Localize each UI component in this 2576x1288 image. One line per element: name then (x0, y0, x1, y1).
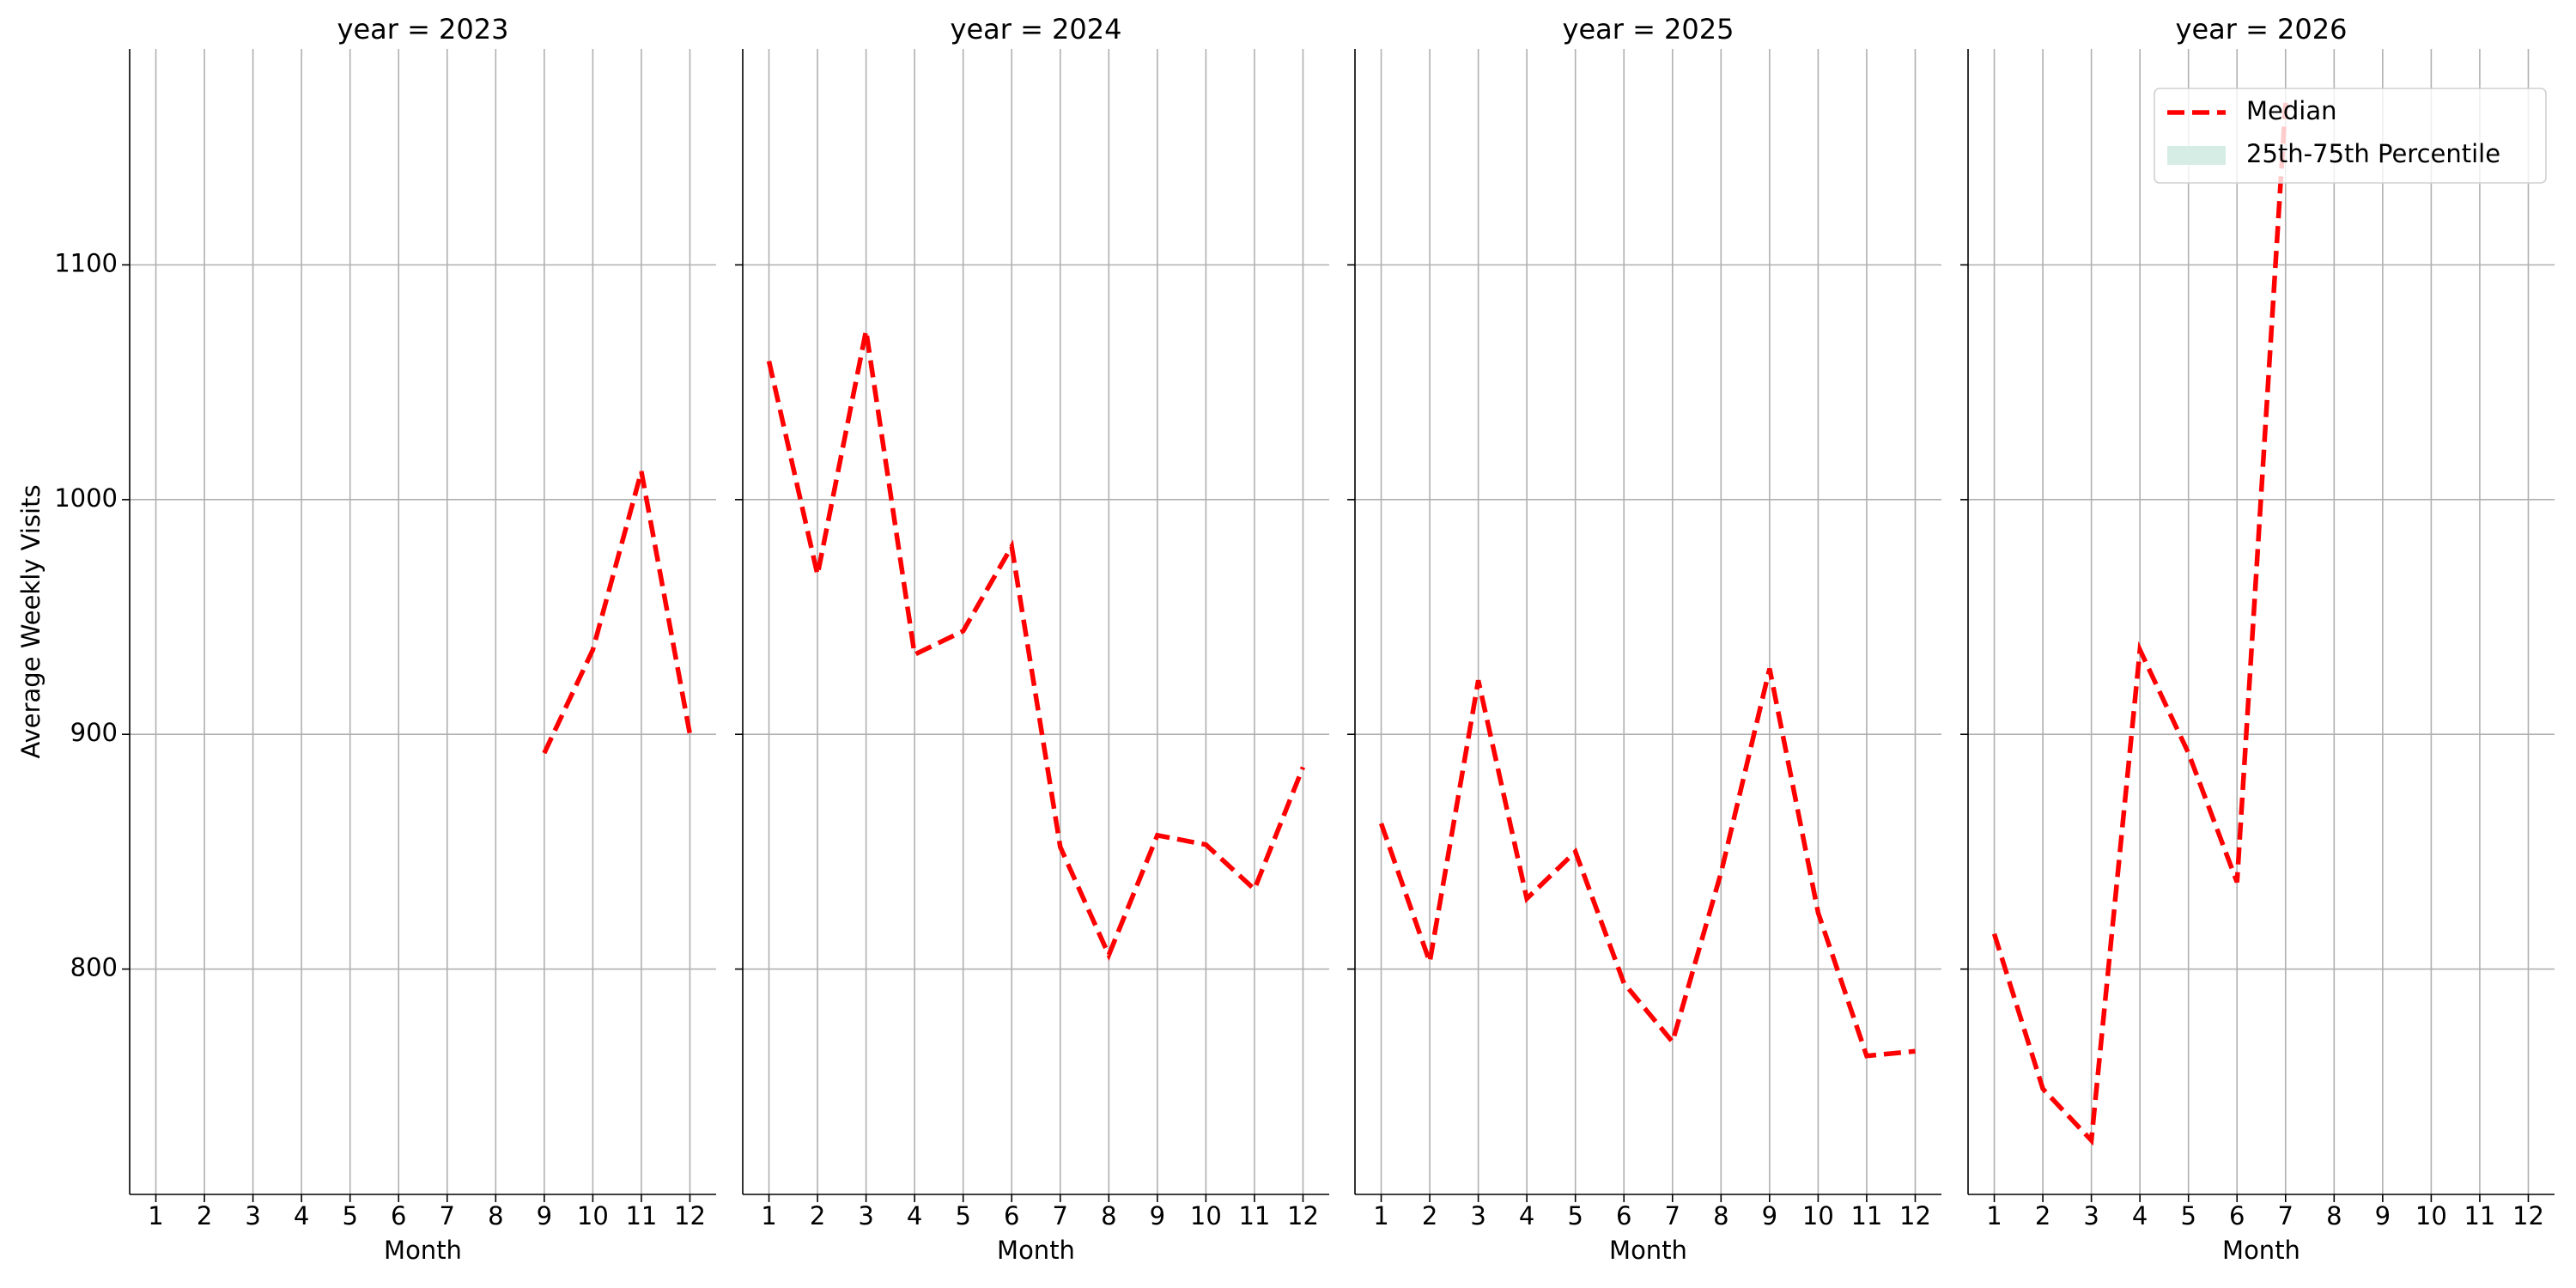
x-tick-label: 12 (674, 1201, 706, 1230)
x-tick-label: 2 (197, 1201, 212, 1230)
x-tick-label: 2 (2035, 1201, 2050, 1230)
x-tick-label: 2 (1422, 1201, 1437, 1230)
legend-label: Median (2246, 96, 2336, 125)
x-tick-label: 10 (577, 1201, 609, 1230)
x-tick-label: 10 (1190, 1201, 1222, 1230)
x-tick-label: 6 (391, 1201, 406, 1230)
x-tick-label: 7 (1053, 1201, 1068, 1230)
x-tick-label: 9 (1150, 1201, 1165, 1230)
y-tick-label: 800 (70, 953, 118, 982)
x-tick-label: 7 (440, 1201, 455, 1230)
x-tick-label: 7 (2278, 1201, 2293, 1230)
x-tick-label: 5 (1567, 1201, 1583, 1230)
legend-swatch (2167, 146, 2226, 165)
x-tick-label: 9 (2375, 1201, 2391, 1230)
x-axis-label: Month (2222, 1236, 2300, 1265)
facet-title: year = 2026 (2176, 13, 2348, 46)
x-tick-label: 11 (1850, 1201, 1882, 1230)
legend-label: 25th-75th Percentile (2246, 139, 2500, 168)
x-tick-label: 4 (907, 1201, 922, 1230)
x-tick-label: 4 (294, 1201, 309, 1230)
x-tick-label: 3 (2083, 1201, 2099, 1230)
x-tick-label: 9 (537, 1201, 552, 1230)
x-tick-label: 3 (1470, 1201, 1485, 1230)
facet-title: year = 2025 (1563, 13, 1735, 46)
x-tick-label: 12 (1899, 1201, 1931, 1230)
x-tick-label: 11 (2464, 1201, 2495, 1230)
facet-title: year = 2023 (337, 13, 509, 46)
y-tick-label: 900 (70, 718, 118, 747)
x-tick-label: 5 (955, 1201, 970, 1230)
x-tick-label: 1 (761, 1201, 776, 1230)
y-tick-label: 1000 (54, 483, 118, 513)
x-tick-label: 8 (2326, 1201, 2342, 1230)
x-tick-label: 11 (1238, 1201, 1270, 1230)
median-line (766, 330, 1306, 962)
x-tick-label: 10 (1802, 1201, 1834, 1230)
x-tick-label: 5 (342, 1201, 357, 1230)
x-tick-label: 4 (1519, 1201, 1534, 1230)
y-axis-label: Average Weekly Visits (16, 484, 46, 758)
x-axis-label: Month (1609, 1236, 1687, 1265)
y-tick-label: 1100 (54, 248, 118, 277)
x-axis-label: Month (384, 1236, 462, 1265)
x-tick-label: 3 (245, 1201, 260, 1230)
x-tick-label: 12 (2512, 1201, 2544, 1230)
x-tick-label: 8 (1101, 1201, 1116, 1230)
x-tick-label: 1 (1373, 1201, 1388, 1230)
x-tick-label: 11 (625, 1201, 657, 1230)
legend-box (2154, 88, 2547, 184)
x-tick-label: 12 (1287, 1201, 1319, 1230)
x-tick-label: 3 (858, 1201, 873, 1230)
x-tick-label: 1 (148, 1201, 163, 1230)
x-tick-label: 9 (1762, 1201, 1777, 1230)
x-tick-label: 2 (810, 1201, 825, 1230)
x-tick-label: 8 (1713, 1201, 1728, 1230)
facet-title: year = 2024 (951, 13, 1122, 46)
x-tick-label: 5 (2180, 1201, 2196, 1230)
x-tick-label: 1 (1986, 1201, 2002, 1230)
x-tick-label: 6 (1004, 1201, 1019, 1230)
median-line (1378, 668, 1916, 1059)
x-tick-label: 10 (2415, 1201, 2447, 1230)
x-tick-label: 4 (2132, 1201, 2148, 1230)
x-tick-label: 6 (2229, 1201, 2245, 1230)
x-axis-label: Month (997, 1236, 1075, 1265)
x-tick-label: 8 (488, 1201, 503, 1230)
x-tick-label: 7 (1665, 1201, 1680, 1230)
x-tick-label: 6 (1616, 1201, 1631, 1230)
median-line (1991, 102, 2288, 1146)
median-line (542, 471, 693, 755)
